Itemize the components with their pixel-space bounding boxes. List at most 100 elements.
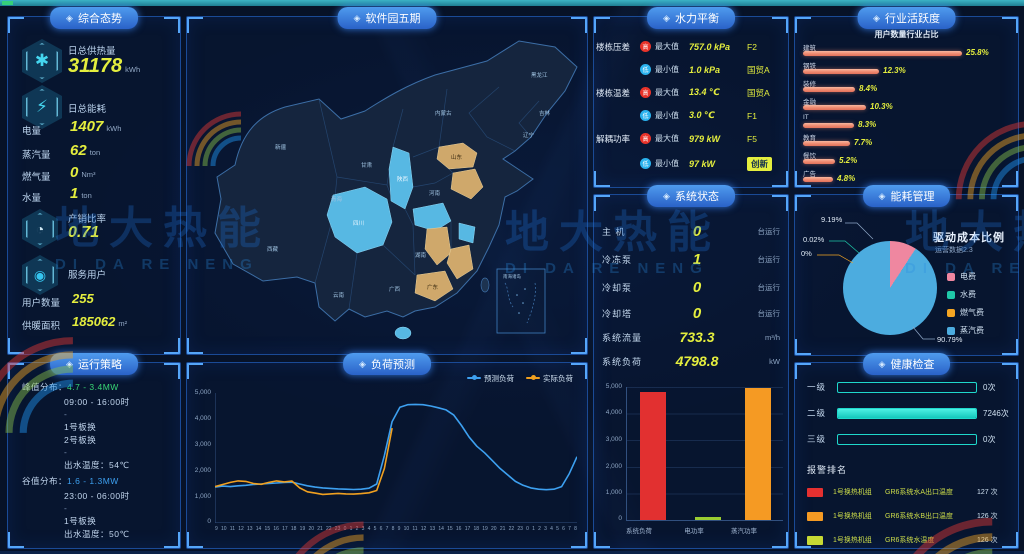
x-tick: 13 bbox=[429, 526, 436, 532]
x-tick: 18 bbox=[290, 526, 297, 532]
x-tick: 11 bbox=[229, 526, 235, 532]
x-tick: 20 bbox=[491, 526, 497, 532]
stat-label: 电量 bbox=[22, 126, 42, 137]
panel-strategy: ◈ 运行策略 峰值分布：4.7 - 3.4MW 09:00 - 16:00时 -… bbox=[7, 353, 181, 549]
hydraulic-row: 楼栋压差 高 最大值 757.0 kPa F2 bbox=[596, 41, 757, 52]
footer-value: 185062 m² bbox=[72, 314, 128, 329]
x-tick: 7 bbox=[568, 526, 571, 532]
x-tick: 21 bbox=[317, 526, 323, 532]
x-tick: 21 bbox=[499, 526, 506, 532]
panel-title-forecast[interactable]: ◈ 负荷预测 bbox=[343, 353, 431, 375]
legend-item-water[interactable]: 水费 bbox=[947, 289, 984, 300]
energy-hex: ⚡ bbox=[22, 85, 62, 129]
svg-text:南海诸岛: 南海诸岛 bbox=[503, 273, 521, 280]
x-tick: 0 bbox=[526, 526, 529, 532]
legend-item-gas[interactable]: 燃气费 bbox=[947, 307, 984, 318]
svg-text:广西: 广西 bbox=[389, 285, 401, 293]
x-tick: 7 bbox=[385, 526, 389, 532]
panel-title-text: 行业活跃度 bbox=[884, 13, 940, 25]
bar-steam-power bbox=[745, 388, 771, 520]
footer-label: 用户数量 bbox=[22, 298, 61, 309]
china-map[interactable]: 新疆 西藏 青海 甘肃 内蒙古 黑龙江 吉林 辽宁 四川 云南 广西 湖南 陕西… bbox=[187, 17, 587, 354]
y-tick: 5,000 bbox=[194, 389, 211, 396]
svg-text:新疆: 新疆 bbox=[275, 143, 287, 151]
panel-title-system[interactable]: ◈ 系统状态 bbox=[647, 185, 735, 207]
forecast-chart bbox=[215, 393, 577, 523]
panel-title-text: 能耗管理 bbox=[890, 191, 935, 203]
panel-title-health[interactable]: ◈ 健康检查 bbox=[862, 353, 951, 375]
x-tick: 6 bbox=[562, 526, 565, 532]
stat-label: 蒸汽量 bbox=[22, 150, 51, 161]
panel-title-strategy[interactable]: ◈ 运行策略 bbox=[50, 353, 138, 375]
industry-bar bbox=[803, 51, 962, 56]
svg-text:甘肃: 甘肃 bbox=[361, 161, 373, 169]
panel-title-industry[interactable]: ◈ 行业活跃度 bbox=[857, 7, 956, 29]
bar-system-load bbox=[640, 392, 666, 520]
pie-center-title: 驱动成本比例 bbox=[933, 232, 1005, 244]
valley-time: 23:00 - 06:00时 bbox=[64, 491, 130, 501]
panel-title-map[interactable]: ◈ 软件园五期 bbox=[337, 7, 437, 29]
pie-label: 90.79% bbox=[937, 335, 963, 344]
alarm-row: 1号换热机组 GR6系统水温度 126 次 bbox=[807, 535, 998, 545]
x-tick: 16 bbox=[273, 526, 279, 532]
y-tick: 2,000 bbox=[194, 467, 211, 474]
panel-title-energy[interactable]: ◈ 能耗管理 bbox=[862, 185, 951, 207]
line-chart-icon: ◈ bbox=[359, 358, 366, 369]
svg-text:广东: 广东 bbox=[427, 283, 439, 291]
y-tick: 5,000 bbox=[605, 383, 622, 390]
panel-title-text: 软件园五期 bbox=[365, 13, 421, 25]
dash: - bbox=[64, 503, 68, 513]
stat-value: 62 ton bbox=[70, 142, 101, 159]
hero-label: 日总供热量 bbox=[68, 46, 116, 57]
legend-item-electricity[interactable]: 电费 bbox=[947, 271, 984, 282]
heat-hex: ✱ bbox=[22, 39, 62, 83]
pie-label: 0.02% bbox=[803, 235, 825, 244]
device-row: 冷却塔 0 台运行 bbox=[602, 305, 780, 322]
panel-energy: ◈ 能耗管理 9.19% 0.02% 0% 90.79% 驱动成本比例 运营数据… bbox=[794, 185, 1019, 356]
x-tick: 15 bbox=[447, 526, 453, 532]
stat-label: 燃气量 bbox=[22, 172, 51, 183]
metric-row: 系统流量 733.3 m³/h bbox=[602, 329, 780, 345]
highlighted-provinces-tan[interactable] bbox=[414, 142, 484, 302]
ratio-label: 产销比率 bbox=[68, 214, 107, 225]
panel-overview: ◈ 综合态势 ✱ 日总供热量 31178 kWh ⚡ 日总能耗 电量 1407 kW… bbox=[7, 7, 181, 355]
x-tick: 1 bbox=[349, 526, 353, 532]
ratio-hex: ◔ bbox=[22, 209, 58, 249]
compass-icon: ◈ bbox=[66, 12, 73, 23]
x-tick: 14 bbox=[438, 526, 444, 532]
legend-item-predicted[interactable]: 预测负荷 bbox=[467, 373, 514, 384]
south-sea-inset: 南海诸岛 bbox=[496, 268, 546, 334]
max-dot-icon: 高 bbox=[640, 41, 651, 52]
legend-item-actual[interactable]: 实际负荷 bbox=[526, 373, 573, 384]
industry-pct: 7.7% bbox=[854, 138, 873, 147]
min-dot-icon: 低 bbox=[640, 110, 651, 121]
panel-title-hydraulic[interactable]: ◈ 水力平衡 bbox=[647, 7, 735, 29]
legend-swatch bbox=[947, 272, 955, 281]
map-pin-icon: ◈ bbox=[353, 12, 361, 23]
peak-unit: 1号板换 bbox=[64, 422, 97, 432]
y-tick: 1,000 bbox=[605, 489, 622, 496]
ratio-value: 0.71 bbox=[68, 224, 100, 241]
svg-text:河南: 河南 bbox=[429, 189, 441, 197]
y-tick: 3,000 bbox=[605, 436, 622, 443]
top-accent-bar bbox=[0, 0, 1024, 6]
pie-label: 9.19% bbox=[821, 215, 843, 224]
x-tick: 5 bbox=[556, 526, 559, 532]
x-tick: 15 bbox=[264, 526, 271, 532]
legend-swatch bbox=[947, 308, 955, 317]
svg-text:陕西: 陕西 bbox=[397, 175, 409, 183]
x-tick: 12 bbox=[238, 526, 244, 532]
svg-text:西藏: 西藏 bbox=[267, 245, 279, 253]
highlighted-provinces-blue[interactable] bbox=[326, 146, 476, 340]
top-corner-chip bbox=[2, 1, 13, 5]
balance-icon: ◈ bbox=[663, 12, 670, 23]
industry-pct: 5.2% bbox=[839, 156, 858, 165]
x-tick: 11 bbox=[412, 526, 418, 532]
x-tick: 13 bbox=[246, 526, 253, 532]
bar-category: 电功率 bbox=[684, 528, 704, 535]
valley-range: 1.6 - 1.3MW bbox=[67, 476, 119, 486]
legend-item-steam[interactable]: 蒸汽费 bbox=[947, 325, 984, 336]
valley-temp: 出水温度：50℃ bbox=[64, 529, 130, 539]
hydraulic-row: 楼栋温差 高 最大值 13.4 ℃ 国贸A bbox=[596, 87, 770, 98]
panel-title-overview[interactable]: ◈ 综合态势 bbox=[50, 7, 138, 29]
